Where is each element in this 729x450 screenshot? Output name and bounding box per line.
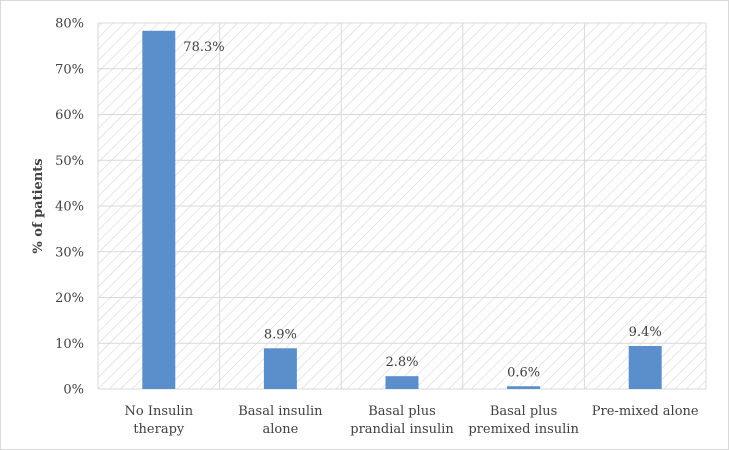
y-tick-label: 60% bbox=[55, 108, 84, 123]
x-tick-label: Pre-mixed alone bbox=[592, 404, 699, 419]
x-tick-label-line: Basal plus bbox=[490, 404, 558, 419]
x-tick-label-line: alone bbox=[262, 422, 298, 437]
data-label: 9.4% bbox=[629, 325, 662, 340]
y-tick-label: 70% bbox=[55, 62, 84, 77]
y-tick-label: 40% bbox=[55, 200, 84, 215]
bar bbox=[142, 30, 176, 390]
bar bbox=[263, 348, 297, 389]
bars bbox=[142, 30, 662, 390]
x-tick-label-line: premixed insulin bbox=[468, 422, 579, 437]
data-label: 2.8% bbox=[385, 355, 418, 370]
x-tick-label: Basal insulin alone bbox=[238, 404, 323, 437]
y-tick-label: 10% bbox=[55, 337, 84, 352]
y-tick-label: 30% bbox=[55, 245, 84, 260]
x-tick-label-line: No Insulin bbox=[125, 404, 194, 419]
y-axis-title: % of patients bbox=[31, 158, 46, 253]
data-label: 8.9% bbox=[264, 327, 297, 342]
bar bbox=[385, 376, 419, 389]
x-tick-label-line: Basal insulin bbox=[238, 404, 323, 419]
x-tick-label-line: therapy bbox=[133, 422, 185, 437]
x-tick-label-line: prandial insulin bbox=[350, 422, 454, 437]
y-tick-label: 20% bbox=[55, 291, 84, 306]
x-tick-label-line: Basal plus bbox=[368, 404, 436, 419]
data-label: 78.3% bbox=[183, 40, 224, 55]
y-tick-label: 80% bbox=[55, 17, 84, 32]
y-tick-label: 0% bbox=[63, 383, 84, 398]
x-tick-label-line: Pre-mixed alone bbox=[592, 404, 699, 419]
grid-lines bbox=[97, 22, 707, 390]
data-labels: 78.3% 8.9% 2.8% 0.6% 9.4% bbox=[183, 40, 661, 380]
y-tick-labels: 0% 10% 20% 30% 40% 50% 60% 70% 80% bbox=[55, 17, 84, 398]
x-tick-label: No Insulin therapy bbox=[125, 404, 194, 437]
bar bbox=[628, 345, 662, 389]
x-tick-label: Basal plus prandial insulin bbox=[350, 404, 454, 437]
bar bbox=[507, 386, 541, 389]
x-tick-label: Basal plus premixed insulin bbox=[468, 404, 579, 437]
data-label: 0.6% bbox=[507, 365, 540, 380]
y-tick-label: 50% bbox=[55, 154, 84, 169]
